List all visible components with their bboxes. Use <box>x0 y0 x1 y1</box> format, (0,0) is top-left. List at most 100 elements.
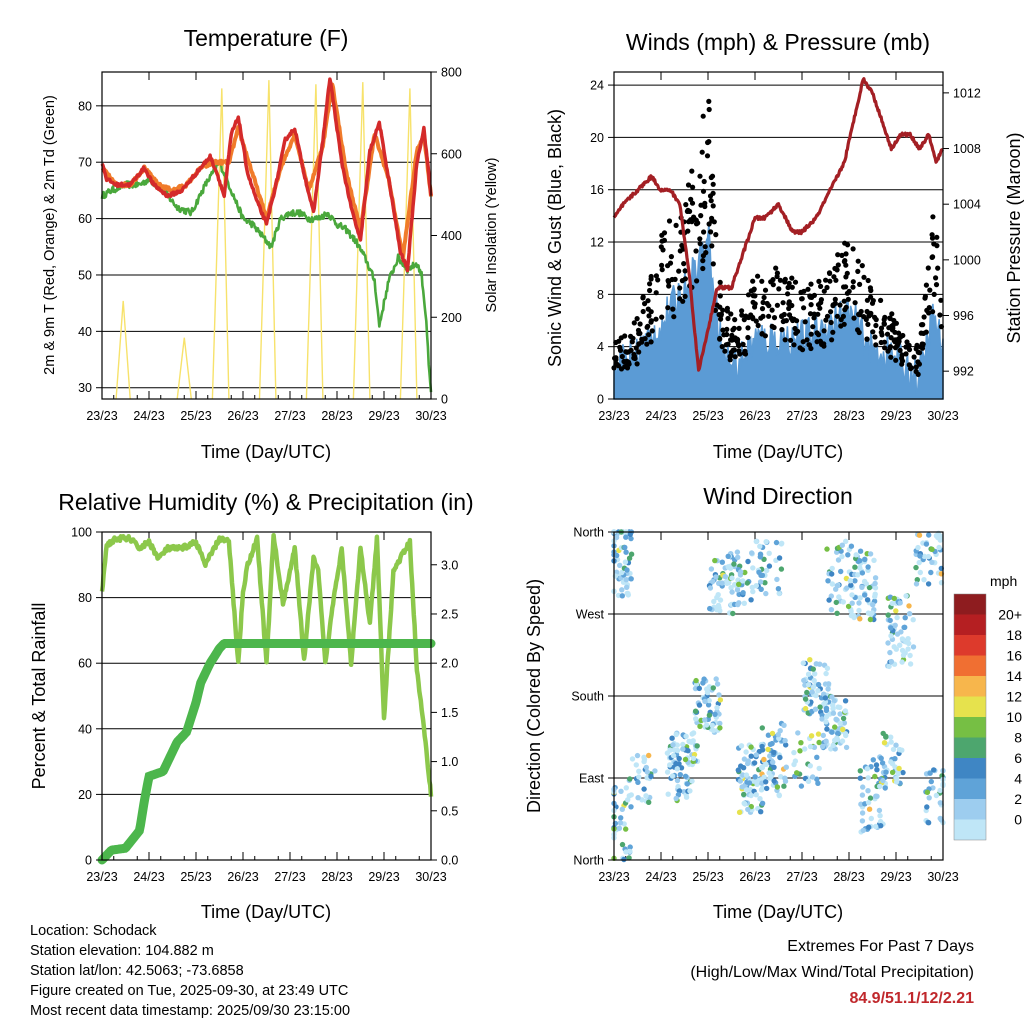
gust-point <box>834 267 840 273</box>
direction-point <box>757 796 763 802</box>
humidity-title: Relative Humidity (%) & Precipitation (i… <box>58 489 473 515</box>
winds-x-tick-label: 28/23 <box>833 409 864 423</box>
direction-point <box>893 646 899 652</box>
direction-point <box>897 642 903 648</box>
gust-point <box>927 287 933 293</box>
direction-point <box>832 724 838 730</box>
direction-point <box>797 748 803 754</box>
direction-point <box>898 629 904 635</box>
direction-point <box>868 611 874 618</box>
gust-point <box>637 321 643 327</box>
direction-point <box>736 809 743 815</box>
direction-point <box>915 544 921 551</box>
direction-point <box>771 778 777 784</box>
direction-point <box>815 681 822 688</box>
direction-point <box>683 733 689 739</box>
gust-point <box>697 241 703 247</box>
temp-y-tick-label-right: 200 <box>441 311 462 325</box>
direction-point <box>775 586 782 592</box>
gust-point <box>881 317 887 323</box>
dir-x-tick-label: 25/23 <box>692 870 723 884</box>
direction-point <box>821 701 827 707</box>
direction-point <box>843 744 850 751</box>
gust-point <box>850 246 856 252</box>
gust-point <box>855 268 861 274</box>
gust-point <box>693 217 699 223</box>
gust-point <box>639 336 645 342</box>
gust-point <box>864 308 870 315</box>
direction-point <box>890 746 897 753</box>
direction-point <box>622 559 629 565</box>
direction-point <box>878 755 884 761</box>
direction-point <box>849 592 855 598</box>
direction-point <box>749 550 755 556</box>
direction-point <box>710 727 717 734</box>
gust-point <box>915 359 921 365</box>
direction-point <box>913 581 920 587</box>
winds-x-tick-label: 26/23 <box>739 409 770 423</box>
rh-y-tick-label-left: 40 <box>78 722 92 736</box>
gust-point <box>894 343 900 349</box>
direction-point <box>623 549 629 555</box>
winds-x-tick-label: 27/23 <box>786 409 817 423</box>
temp-x-tick-label: 24/23 <box>133 409 164 423</box>
legend-label: 2 <box>1014 791 1022 807</box>
gust-point <box>828 309 834 315</box>
direction-point <box>689 778 695 784</box>
gust-point <box>685 182 692 188</box>
winds-y-tick-label-right: 1012 <box>953 86 981 100</box>
gust-point <box>750 316 756 322</box>
station-info: Location: Schodack Station elevation: 10… <box>30 921 350 1021</box>
direction-point <box>902 615 908 621</box>
winds-y-tick-label-left: 4 <box>597 340 604 354</box>
temp-2m-line <box>100 77 433 273</box>
direction-point <box>886 663 892 670</box>
direction-point <box>669 735 675 741</box>
direction-point <box>878 823 884 829</box>
direction-point <box>896 747 903 753</box>
legend-swatch <box>954 717 986 738</box>
direction-point <box>707 605 713 612</box>
direction-point <box>702 717 708 723</box>
gust-point <box>698 213 704 219</box>
direction-point <box>689 731 695 737</box>
direction-point <box>830 742 836 748</box>
gust-point <box>648 339 654 345</box>
direction-point <box>671 747 678 753</box>
relative-humidity-line <box>99 532 434 797</box>
direction-point <box>619 806 625 812</box>
direction-point <box>860 827 866 834</box>
gust-point <box>931 241 937 247</box>
gust-point <box>708 198 714 204</box>
dir-y-tick-label: South <box>571 690 604 704</box>
direction-point <box>783 764 789 770</box>
temp-plot-frame <box>101 71 432 400</box>
direction-point <box>735 554 741 560</box>
gust-point <box>785 291 791 297</box>
direction-point <box>834 736 841 743</box>
direction-point <box>851 612 857 619</box>
direction-point <box>763 761 769 767</box>
extremes-line2: (High/Low/Max Wind/Total Precipitation) <box>690 964 974 981</box>
direction-point <box>674 742 680 748</box>
gust-point <box>647 287 653 294</box>
gust-point <box>755 322 761 329</box>
direction-point <box>817 704 823 710</box>
gust-point <box>935 265 941 271</box>
temp-y-tick-label-right: 600 <box>441 147 462 161</box>
legend-frame <box>953 593 987 841</box>
direction-point <box>626 855 632 861</box>
direction-point <box>738 763 744 769</box>
gust-point <box>937 312 943 318</box>
direction-point <box>693 677 699 684</box>
gust-point <box>690 184 696 190</box>
direction-point <box>763 779 769 785</box>
gust-point <box>869 300 876 306</box>
direction-point <box>816 739 822 746</box>
gust-point <box>684 208 691 214</box>
direction-point <box>758 809 764 815</box>
legend-swatch <box>954 676 986 697</box>
gust-point <box>879 332 885 338</box>
direction-point <box>761 774 767 780</box>
direction-point <box>764 567 770 574</box>
